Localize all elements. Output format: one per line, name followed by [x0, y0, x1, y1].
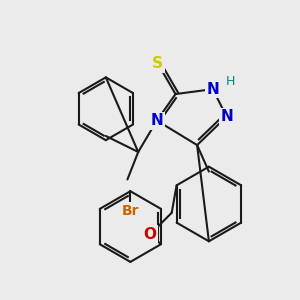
- Text: O: O: [144, 227, 157, 242]
- Text: N: N: [220, 109, 233, 124]
- Text: N: N: [206, 82, 219, 97]
- Text: H: H: [226, 75, 235, 88]
- Text: N: N: [151, 113, 163, 128]
- Text: S: S: [152, 56, 164, 71]
- Text: Br: Br: [122, 204, 139, 218]
